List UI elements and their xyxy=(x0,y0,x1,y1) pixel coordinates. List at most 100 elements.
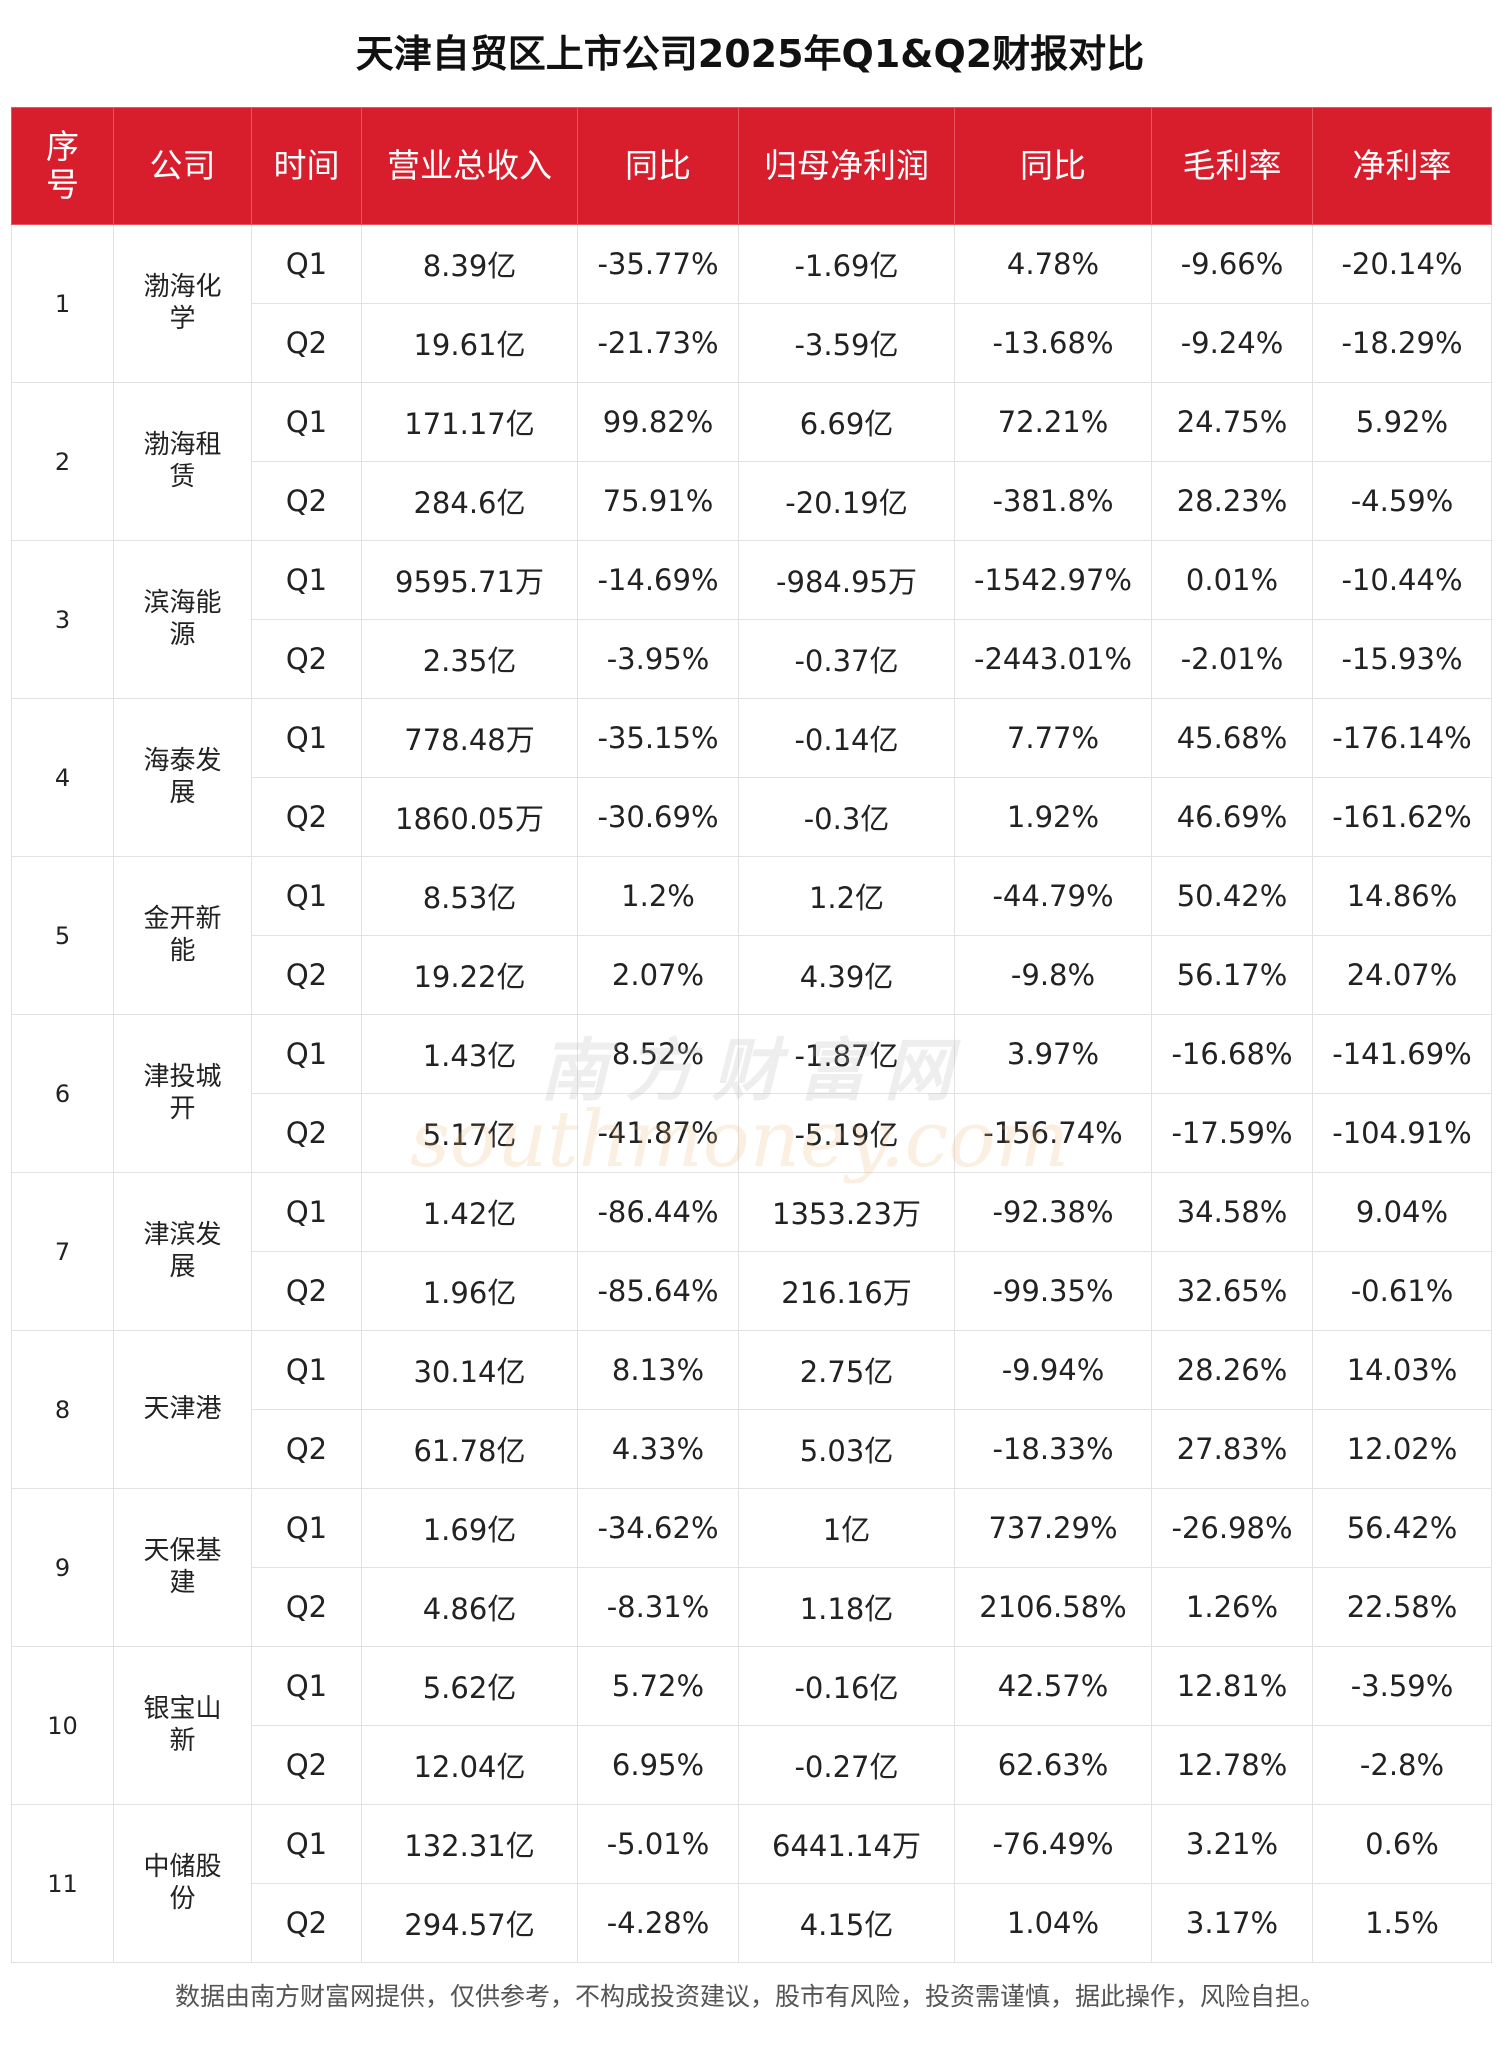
net-margin-cell: -0.61% xyxy=(1312,1251,1492,1331)
table-row: Q2 19.22亿 2.07% 4.39亿 -9.8% 56.17% 24.07% xyxy=(12,935,1492,1015)
period-cell: Q1 xyxy=(251,540,362,620)
net-profit-cell: -3.59亿 xyxy=(738,303,955,383)
revenue-cell: 9595.71万 xyxy=(361,540,578,620)
revenue-yoy-cell: -34.62% xyxy=(577,1488,739,1568)
revenue-yoy-cell: 5.72% xyxy=(577,1646,739,1726)
profit-yoy-cell: -76.49% xyxy=(954,1804,1152,1884)
profit-yoy-cell: 3.97% xyxy=(954,1014,1152,1094)
period-cell: Q2 xyxy=(251,461,362,541)
period-cell: Q2 xyxy=(251,1251,362,1331)
gross-margin-cell: 0.01% xyxy=(1151,540,1313,620)
net-profit-cell: 1亿 xyxy=(738,1488,955,1568)
period-cell: Q1 xyxy=(251,224,362,304)
net-profit-cell: -1.87亿 xyxy=(738,1014,955,1094)
header-revenue: 营业总收入 xyxy=(361,107,578,225)
seq-cell: 3 xyxy=(11,540,114,699)
revenue-yoy-cell: 8.52% xyxy=(577,1014,739,1094)
gross-margin-cell: -16.68% xyxy=(1151,1014,1313,1094)
seq-cell: 4 xyxy=(11,698,114,857)
net-margin-cell: 14.03% xyxy=(1312,1330,1492,1410)
revenue-cell: 61.78亿 xyxy=(361,1409,578,1489)
gross-margin-cell: -26.98% xyxy=(1151,1488,1313,1568)
net-profit-cell: -0.27亿 xyxy=(738,1725,955,1805)
period-cell: Q2 xyxy=(251,1725,362,1805)
gross-margin-cell: 34.58% xyxy=(1151,1172,1313,1252)
header-period: 时间 xyxy=(251,107,362,225)
revenue-cell: 1.42亿 xyxy=(361,1172,578,1252)
revenue-yoy-cell: -4.28% xyxy=(577,1883,739,1963)
gross-margin-cell: 32.65% xyxy=(1151,1251,1313,1331)
profit-yoy-cell: 1.92% xyxy=(954,777,1152,857)
period-cell: Q1 xyxy=(251,1014,362,1094)
table-row: 1 渤海化学 Q1 8.39亿 -35.77% -1.69亿 4.78% -9.66% -20.… xyxy=(11,224,1492,383)
revenue-cell: 19.22亿 xyxy=(361,935,578,1015)
revenue-cell: 284.6亿 xyxy=(361,461,578,541)
revenue-yoy-cell: -14.69% xyxy=(577,540,739,620)
gross-margin-cell: 12.78% xyxy=(1151,1725,1313,1805)
net-margin-cell: -15.93% xyxy=(1312,619,1492,699)
gross-margin-cell: 28.26% xyxy=(1151,1330,1313,1410)
seq-cell: 7 xyxy=(11,1172,114,1331)
company-cell: 津滨发展 xyxy=(113,1172,252,1331)
net-margin-cell: -3.59% xyxy=(1312,1646,1492,1726)
profit-yoy-cell: -13.68% xyxy=(954,303,1152,383)
net-margin-cell: 0.6% xyxy=(1312,1804,1492,1884)
revenue-cell: 5.17亿 xyxy=(361,1093,578,1173)
period-cell: Q2 xyxy=(251,1567,362,1647)
revenue-yoy-cell: -86.44% xyxy=(577,1172,739,1252)
revenue-yoy-cell: -5.01% xyxy=(577,1804,739,1884)
period-cell: Q1 xyxy=(251,1804,362,1884)
profit-yoy-cell: -92.38% xyxy=(954,1172,1152,1252)
revenue-yoy-cell: 4.33% xyxy=(577,1409,739,1489)
net-margin-cell: -18.29% xyxy=(1312,303,1492,383)
company-cell: 天津港 xyxy=(113,1330,252,1489)
period-cell: Q1 xyxy=(251,1646,362,1726)
net-margin-cell: 22.58% xyxy=(1312,1567,1492,1647)
net-profit-cell: -0.16亿 xyxy=(738,1646,955,1726)
profit-yoy-cell: -99.35% xyxy=(954,1251,1152,1331)
table-row: Q2 284.6亿 75.91% -20.19亿 -381.8% 28.23% -4.59% xyxy=(12,461,1492,541)
net-profit-cell: 1.18亿 xyxy=(738,1567,955,1647)
table-body: 1 渤海化学 Q1 8.39亿 -35.77% -1.69亿 4.78% -9.66% -20.… xyxy=(11,224,1492,1963)
period-cell: Q1 xyxy=(251,382,362,462)
revenue-yoy-cell: -35.15% xyxy=(577,698,739,778)
revenue-yoy-cell: 6.95% xyxy=(577,1725,739,1805)
net-profit-cell: 216.16万 xyxy=(738,1251,955,1331)
company-name: 渤海化学 xyxy=(143,272,222,334)
gross-margin-cell: -9.66% xyxy=(1151,224,1313,304)
net-margin-cell: 9.04% xyxy=(1312,1172,1492,1252)
net-margin-cell: 5.92% xyxy=(1312,382,1492,462)
profit-yoy-cell: -381.8% xyxy=(954,461,1152,541)
revenue-yoy-cell: -41.87% xyxy=(577,1093,739,1173)
period-cell: Q2 xyxy=(251,1883,362,1963)
header-gross-margin: 毛利率 xyxy=(1151,107,1313,225)
profit-yoy-cell: -44.79% xyxy=(954,856,1152,936)
company-cell: 中储股份 xyxy=(113,1804,252,1963)
table-row: 7 津滨发展 Q1 1.42亿 -86.44% 1353.23万 -92.38% 34.58%… xyxy=(11,1172,1492,1331)
header-company: 公司 xyxy=(113,107,252,225)
table-row: Q2 1.96亿 -85.64% 216.16万 -99.35% 32.65% -0.61% xyxy=(12,1251,1492,1331)
profit-yoy-cell: 7.77% xyxy=(954,698,1152,778)
revenue-cell: 778.48万 xyxy=(361,698,578,778)
period-cell: Q2 xyxy=(251,777,362,857)
company-cell: 天保基建 xyxy=(113,1488,252,1647)
company-name: 津滨发展 xyxy=(143,1220,222,1282)
table-row: 9 天保基建 Q1 1.69亿 -34.62% 1亿 737.29% -26.98% 56.42… xyxy=(11,1488,1492,1647)
revenue-cell: 1.43亿 xyxy=(361,1014,578,1094)
page-title: 天津自贸区上市公司2025年Q1&Q2财报对比 xyxy=(355,32,1145,76)
net-margin-cell: 12.02% xyxy=(1312,1409,1492,1489)
revenue-yoy-cell: -35.77% xyxy=(577,224,739,304)
net-margin-cell: -4.59% xyxy=(1312,461,1492,541)
revenue-cell: 5.62亿 xyxy=(361,1646,578,1726)
gross-margin-cell: -9.24% xyxy=(1151,303,1313,383)
net-margin-cell: -10.44% xyxy=(1312,540,1492,620)
net-profit-cell: 4.39亿 xyxy=(738,935,955,1015)
revenue-yoy-cell: -3.95% xyxy=(577,619,739,699)
net-profit-cell: -20.19亿 xyxy=(738,461,955,541)
table-row: Q2 61.78亿 4.33% 5.03亿 -18.33% 27.83% 12.02% xyxy=(12,1409,1492,1489)
net-profit-cell: -0.3亿 xyxy=(738,777,955,857)
net-margin-cell: -176.14% xyxy=(1312,698,1492,778)
revenue-cell: 19.61亿 xyxy=(361,303,578,383)
revenue-cell: 12.04亿 xyxy=(361,1725,578,1805)
company-name: 津投城开 xyxy=(143,1062,222,1124)
